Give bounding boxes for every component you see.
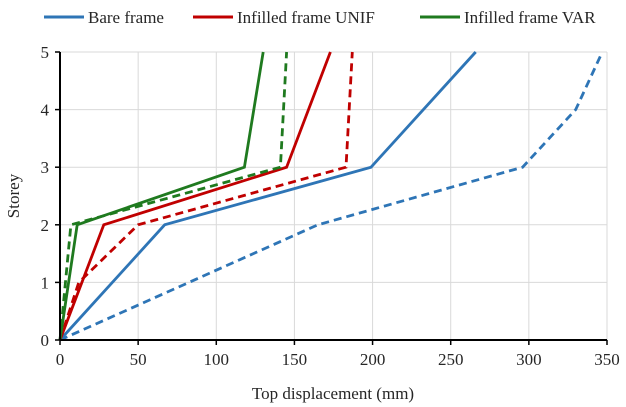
grid [60,51,608,340]
legend-label-bare-frame: Bare frame [88,8,164,27]
x-tick-label: 250 [438,350,464,369]
series-line-infilled-frame-unif-dashed [58,51,354,341]
x-tick-label: 300 [516,350,542,369]
x-tick-label: 0 [56,350,65,369]
x-tick-label: 200 [360,350,386,369]
y-tick-label: 0 [41,331,50,350]
y-tick-label: 2 [41,216,50,235]
tick-labels: 0 50 100 150 200 250 300 350 0 1 2 3 4 5 [41,43,620,369]
y-tick-label: 3 [41,158,50,177]
legend-label-infilled-frame-unif: Infilled frame UNIF [237,8,375,27]
series-line-infilled-frame-var-dashed [58,51,288,341]
x-tick-label: 100 [204,350,230,369]
series-line-infilled-frame-var-solid [58,51,265,341]
legend-label-infilled-frame-var: Infilled frame VAR [464,8,596,27]
x-tick-label: 150 [282,350,308,369]
x-axis-label: Top displacement (mm) [252,384,414,403]
axes [55,51,608,345]
y-axis-label: Storey [4,173,23,218]
y-tick-label: 1 [41,273,50,292]
x-tick-label: 350 [594,350,620,369]
x-tick-label: 50 [130,350,147,369]
legend: Bare frame Infilled frame UNIF Infilled fr… [44,8,596,27]
series-line-infilled-frame-unif-solid [58,51,332,341]
series-line-bare-frame-dashed [59,51,604,342]
series-layer [58,51,604,342]
y-tick-label: 4 [41,101,50,120]
y-tick-label: 5 [41,43,50,62]
series-line-bare-frame-solid [58,51,477,341]
